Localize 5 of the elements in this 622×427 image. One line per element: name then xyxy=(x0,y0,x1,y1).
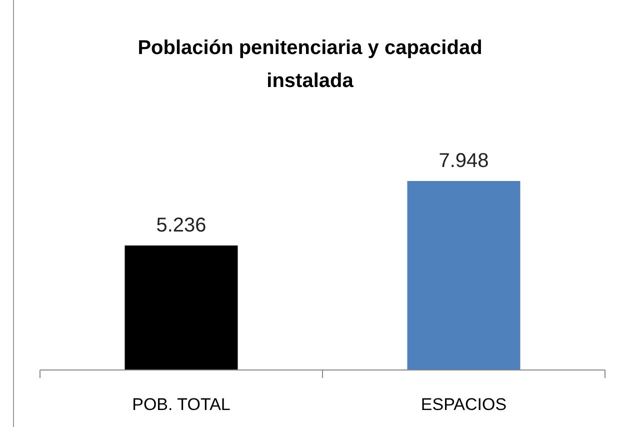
data-label: 7.948 xyxy=(438,150,489,172)
chart-title: Población penitenciaria y capacidad instalada xyxy=(138,37,482,92)
x-tick-label: ESPACIOS xyxy=(420,395,507,414)
x-tick-label: POB. TOTAL xyxy=(132,395,230,414)
data-label: 5.236 xyxy=(156,214,206,236)
